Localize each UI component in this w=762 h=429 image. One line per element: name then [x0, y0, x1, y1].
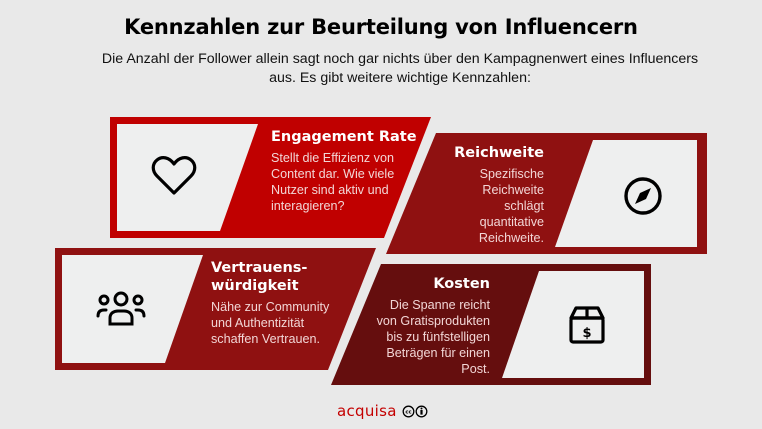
- box-dollar-icon: $: [569, 306, 605, 344]
- cc-by-icon: cc: [402, 405, 428, 417]
- page-title: Kennzahlen zur Beurteilung von Influence…: [124, 15, 638, 39]
- users-icon: [96, 291, 146, 326]
- card-vertrauen-title-line2: würdigkeit: [211, 278, 299, 294]
- card-reichweite-text: Reichweite Spezifische Reichweite schläg…: [440, 144, 544, 246]
- card-engagement-title: Engagement Rate: [271, 129, 417, 145]
- svg-text:$: $: [582, 326, 591, 341]
- card-reichweite-description: Spezifische Reichweite schlägt quantitat…: [478, 167, 544, 245]
- svg-text:cc: cc: [405, 409, 411, 415]
- footer-logo: acquisa cc: [337, 401, 428, 421]
- card-vertrauen-text: Vertrauens- würdigkeit Nähe zur Communit…: [211, 259, 341, 347]
- card-vertrauen-icon-box: [62, 255, 203, 363]
- page-subtitle: Die Anzahl der Follower allein sagt noch…: [101, 51, 699, 86]
- card-engagement-text: Engagement Rate Stellt die Effizienz von…: [271, 128, 421, 214]
- card-reichweite-title: Reichweite: [454, 145, 544, 161]
- brand-logo: acquisa: [337, 402, 397, 420]
- card-vertrauen-title: Vertrauens- würdigkeit: [211, 259, 341, 295]
- heart-icon: [151, 156, 197, 195]
- card-engagement-description: Stellt die Effizienz von Content dar. Wi…: [271, 151, 395, 213]
- card-vertrauen-description: Nähe zur Community und Authentizität sch…: [211, 300, 330, 346]
- compass-icon: [624, 177, 662, 215]
- card-kosten-text: Kosten Die Spanne reicht von Gratisprodu…: [370, 275, 490, 377]
- card-kosten-description: Die Spanne reicht von Gratisprodukten bi…: [376, 298, 490, 376]
- card-vertrauen-title-line1: Vertrauens-: [211, 260, 308, 276]
- card-kosten-title: Kosten: [433, 276, 490, 292]
- card-kosten-icon-box: [502, 271, 644, 378]
